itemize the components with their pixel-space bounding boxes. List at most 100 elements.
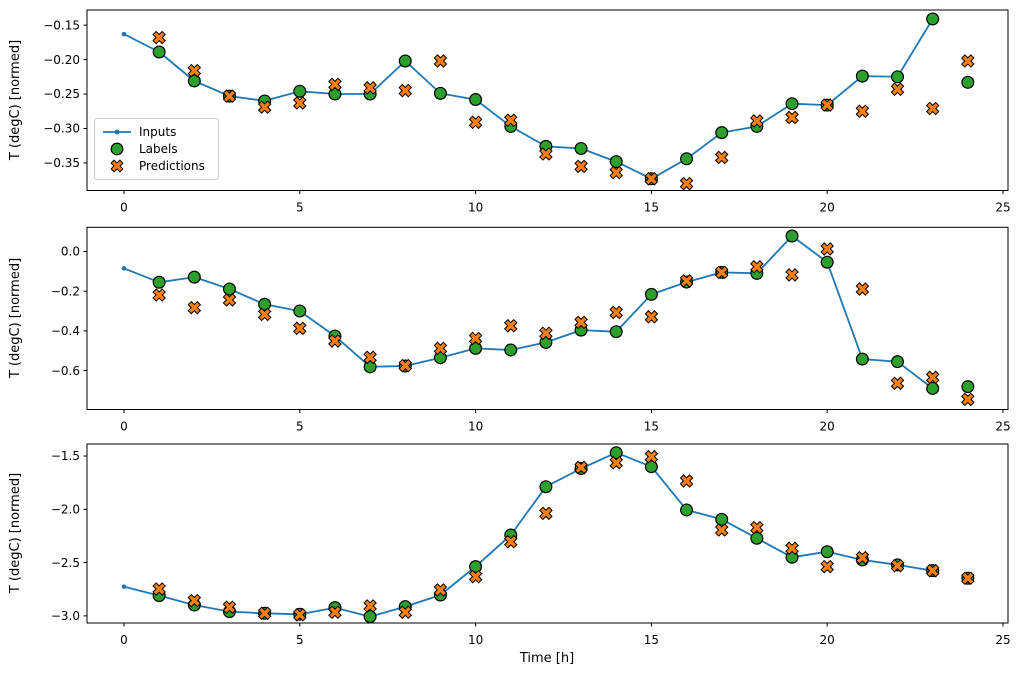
predictions-point [398, 83, 413, 98]
predictions-point [609, 305, 624, 320]
predictions-point [890, 558, 905, 573]
inputs-point [121, 31, 127, 37]
labels-point [363, 610, 377, 624]
predictions-point [187, 63, 202, 78]
labels-point [469, 560, 483, 574]
predictions-point [152, 582, 166, 596]
predictions-point [328, 334, 342, 348]
series-predictions [152, 30, 975, 191]
x-tick-label: 20 [820, 633, 835, 647]
x-tick-label: 5 [296, 420, 304, 434]
predictions-point [750, 114, 764, 128]
x-tick-label: 10 [468, 201, 483, 215]
predictions-point [187, 300, 202, 315]
labels-point [469, 341, 483, 355]
predictions-point [679, 176, 694, 191]
labels-point [574, 141, 588, 155]
predictions-point [890, 82, 905, 97]
labels-point [152, 275, 166, 289]
predictions-point [820, 242, 834, 256]
x-tick-label: 15 [644, 420, 659, 434]
inputs-line [123, 235, 934, 390]
y-tick-label: −0.30 [43, 122, 80, 136]
y-tick-label: −0.6 [51, 364, 80, 378]
predictions-point [468, 115, 483, 130]
predictions-point [152, 288, 166, 302]
predictions-point [855, 104, 870, 119]
labels-point [785, 97, 799, 111]
predictions-point [468, 569, 483, 584]
x-tick-label: 0 [120, 201, 128, 215]
labels-point [855, 69, 869, 83]
labels-point [398, 54, 412, 68]
series-predictions [152, 449, 975, 622]
predictions-point [961, 54, 975, 68]
y-tick-label: −0.4 [51, 324, 80, 338]
predictions-point [257, 307, 272, 322]
predictions-point [750, 260, 764, 274]
labels-point [961, 380, 975, 394]
labels-point [926, 381, 940, 395]
predictions-point [785, 110, 799, 125]
predictions-point [539, 147, 553, 161]
labels-point [187, 270, 201, 284]
series-inputs [121, 233, 935, 391]
predictions-point [222, 89, 237, 103]
labels-point [293, 304, 307, 318]
x-tick-label: 0 [120, 633, 128, 647]
predictions-point [539, 326, 553, 341]
predictions-point [679, 474, 694, 488]
x-tick-label: 15 [644, 633, 659, 647]
predictions-point [257, 100, 272, 114]
inputs-line [123, 451, 933, 618]
axes-frame [86, 9, 1009, 191]
series-inputs [121, 16, 935, 182]
predictions-point [293, 321, 307, 336]
y-tick-label: −0.25 [43, 87, 80, 101]
y-tick-label: −3.0 [51, 609, 80, 623]
x-tick-label: 25 [995, 420, 1010, 434]
labels-point [715, 512, 729, 526]
predictions-point [503, 318, 518, 333]
predictions-point [961, 571, 975, 586]
predictions-point [257, 606, 272, 621]
labels-point [609, 325, 623, 339]
labels-point [469, 93, 483, 107]
y-tick-label: −2.0 [51, 503, 80, 517]
labels-point [680, 152, 694, 166]
labels-point [750, 531, 764, 545]
series-labels [152, 446, 975, 624]
labels-point [539, 480, 553, 494]
inputs-line [123, 18, 934, 180]
y-tick-label: −2.5 [51, 556, 80, 570]
x-tick-label: 20 [820, 201, 835, 215]
predictions-point [785, 541, 799, 556]
labels-point [926, 12, 940, 26]
predictions-point [293, 608, 307, 622]
x-tick-label: 25 [995, 633, 1010, 647]
y-tick-label: −0.20 [43, 53, 80, 67]
predictions-point [925, 370, 940, 385]
predictions-point [574, 159, 588, 174]
series-inputs [121, 450, 935, 619]
predictions-point [855, 550, 870, 565]
predictions-point [609, 165, 624, 180]
predictions-point [714, 523, 729, 537]
labels-point [715, 126, 729, 140]
x-tick-label: 0 [120, 420, 128, 434]
subplot-2: 0.0 −0.2 −0.4 −0.6 0 5 10 15 20 25 [51, 226, 1011, 434]
series-labels [152, 229, 975, 395]
x-tick-label: 20 [820, 420, 835, 434]
predictions-point [574, 315, 588, 330]
predictions-point [503, 113, 518, 128]
predictions-point [433, 583, 448, 597]
predictions-point [785, 268, 799, 282]
labels-point [855, 352, 869, 366]
predictions-point [644, 171, 659, 186]
inputs-point [121, 584, 127, 589]
y-tick-label: −0.15 [43, 18, 80, 32]
labels-point [258, 297, 272, 311]
predictions-point [433, 341, 448, 356]
